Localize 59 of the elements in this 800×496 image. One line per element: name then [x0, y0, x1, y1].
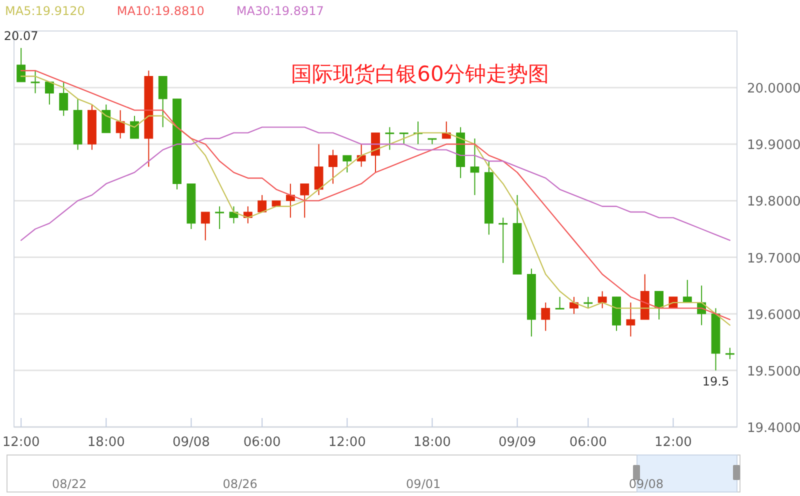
candlestick [342, 154, 352, 173]
y-tick-label: 19.5000 [747, 364, 800, 380]
x-tick-label: 12:00 [328, 435, 366, 450]
candlestick [498, 217, 508, 264]
text: 08/22 [52, 477, 87, 491]
y-tick-label: 19.8000 [747, 194, 800, 210]
x-tick-label: 12:00 [2, 435, 40, 450]
candlestick [44, 81, 54, 106]
candlestick [102, 104, 111, 134]
candlestick [328, 149, 338, 184]
x-tick-label: 18:00 [87, 435, 125, 450]
candlestick [570, 296, 578, 314]
text: 09/08 [628, 477, 664, 491]
candlestick [654, 290, 664, 320]
candlestick [215, 206, 224, 230]
candlestick [200, 212, 210, 241]
candlestick [682, 279, 692, 304]
candlestick [258, 194, 267, 213]
candlestick [541, 302, 550, 332]
candlestick [584, 296, 593, 309]
candlestick [286, 183, 295, 218]
candlestick [116, 110, 125, 139]
candlestick [725, 347, 734, 360]
candlestick [59, 81, 68, 116]
x-tick-label: 18:00 [413, 435, 451, 450]
y-tick-label: 19.9000 [747, 138, 800, 154]
text: 08/26 [222, 477, 258, 491]
candlestick [470, 138, 480, 196]
annotation: 20.07 [4, 28, 38, 43]
candlestick [314, 144, 324, 196]
x-tick-label: 06:00 [569, 435, 607, 450]
candlestick [371, 132, 380, 173]
text: 09/01 [406, 477, 441, 491]
text: MA10:19.8810 [116, 4, 204, 18]
candlestick [626, 302, 636, 337]
candlestick [130, 115, 139, 139]
candlestick [385, 126, 394, 150]
candlestick [598, 290, 607, 309]
y-tick-label: 19.7000 [747, 251, 800, 266]
x-tick-label: 06:00 [243, 435, 281, 450]
x-tick-label: 09/08 [172, 435, 210, 450]
text: MA5:19.9120 [5, 4, 85, 18]
candlestick [16, 47, 26, 82]
annotation: 19.5 [702, 374, 730, 388]
y-tick-label: 19.4000 [747, 421, 800, 436]
x-tick-label: 09/09 [498, 435, 536, 450]
candlestick [158, 76, 168, 128]
line-series [20, 126, 731, 241]
y-tick-label: 19.6000 [747, 308, 800, 323]
candlestick [399, 132, 408, 145]
y-tick-label: 20.0000 [747, 82, 800, 97]
candlestick [356, 144, 366, 168]
x-tick-label: 12:00 [654, 435, 692, 450]
candlestick [300, 183, 310, 218]
candlestick [555, 296, 564, 310]
text: 国际现货白银60分钟走势图 [291, 62, 549, 86]
candlestick [30, 70, 40, 94]
text: MA30:19.8917 [236, 4, 324, 18]
candlestick [229, 206, 238, 224]
